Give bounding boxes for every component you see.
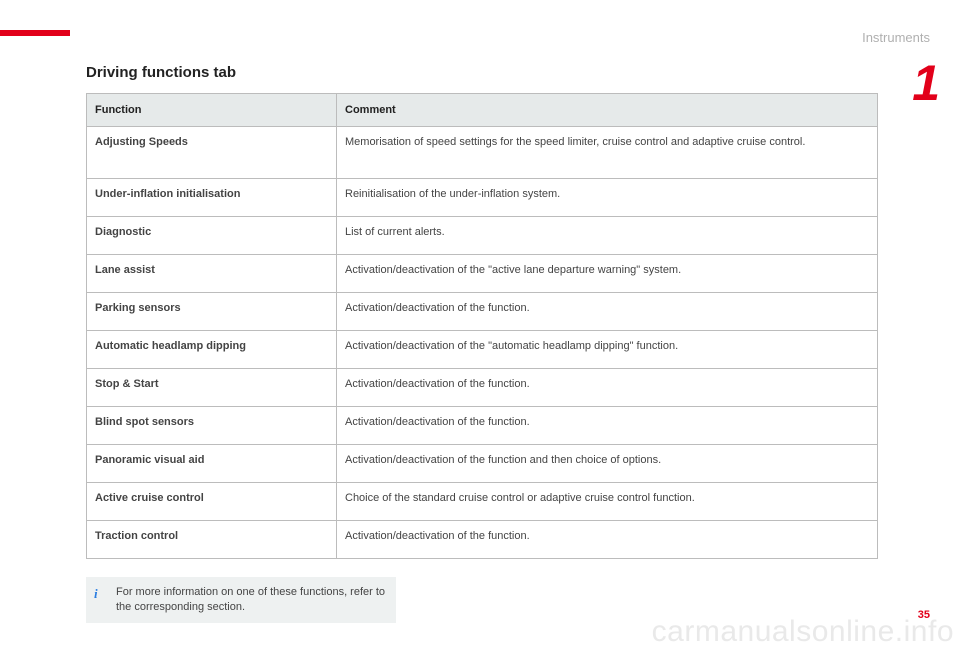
table-cell-function: Panoramic visual aid (87, 445, 337, 483)
table-row: Lane assistActivation/deactivation of th… (87, 255, 878, 293)
table-header-comment: Comment (337, 94, 878, 127)
table-cell-function: Under-inflation initialisation (87, 179, 337, 217)
table-cell-comment: Activation/deactivation of the "automati… (337, 331, 878, 369)
table-row: Active cruise controlChoice of the stand… (87, 483, 878, 521)
table-row: Traction controlActivation/deactivation … (87, 521, 878, 559)
chapter-number: 1 (912, 58, 940, 108)
table-row: Panoramic visual aidActivation/deactivat… (87, 445, 878, 483)
table-header-function: Function (87, 94, 337, 127)
table-cell-function: Parking sensors (87, 293, 337, 331)
info-note-text: For more information on one of these fun… (116, 586, 385, 613)
table-cell-function: Active cruise control (87, 483, 337, 521)
table-cell-function: Diagnostic (87, 217, 337, 255)
table-cell-comment: Activation/deactivation of the function … (337, 445, 878, 483)
table-cell-function: Lane assist (87, 255, 337, 293)
table-row: DiagnosticList of current alerts. (87, 217, 878, 255)
table-cell-function: Blind spot sensors (87, 407, 337, 445)
table-cell-comment: List of current alerts. (337, 217, 878, 255)
table-cell-comment: Activation/deactivation of the function. (337, 521, 878, 559)
functions-table: Function Comment Adjusting SpeedsMemoris… (86, 93, 878, 559)
table-cell-function: Adjusting Speeds (87, 127, 337, 179)
table-row: Stop & StartActivation/deactivation of t… (87, 369, 878, 407)
table-cell-comment: Activation/deactivation of the function. (337, 407, 878, 445)
table-row: Automatic headlamp dippingActivation/dea… (87, 331, 878, 369)
table-cell-comment: Memorisation of speed settings for the s… (337, 127, 878, 179)
section-label: Instruments (862, 30, 930, 45)
table-cell-function: Stop & Start (87, 369, 337, 407)
table-cell-comment: Activation/deactivation of the function. (337, 369, 878, 407)
watermark: carmanualsonline.info (652, 615, 954, 649)
page-content: Driving functions tab Function Comment A… (86, 64, 878, 623)
page-title: Driving functions tab (86, 64, 878, 81)
table-cell-comment: Choice of the standard cruise control or… (337, 483, 878, 521)
table-row: Parking sensorsActivation/deactivation o… (87, 293, 878, 331)
table-cell-comment: Reinitialisation of the under-inflation … (337, 179, 878, 217)
info-note: i For more information on one of these f… (86, 577, 396, 623)
accent-stripe (0, 30, 70, 36)
table-cell-comment: Activation/deactivation of the function. (337, 293, 878, 331)
table-cell-function: Traction control (87, 521, 337, 559)
table-row: Adjusting SpeedsMemorisation of speed se… (87, 127, 878, 179)
table-row: Under-inflation initialisationReinitiali… (87, 179, 878, 217)
table-cell-comment: Activation/deactivation of the "active l… (337, 255, 878, 293)
table-cell-function: Automatic headlamp dipping (87, 331, 337, 369)
info-icon: i (94, 585, 108, 599)
table-row: Blind spot sensorsActivation/deactivatio… (87, 407, 878, 445)
